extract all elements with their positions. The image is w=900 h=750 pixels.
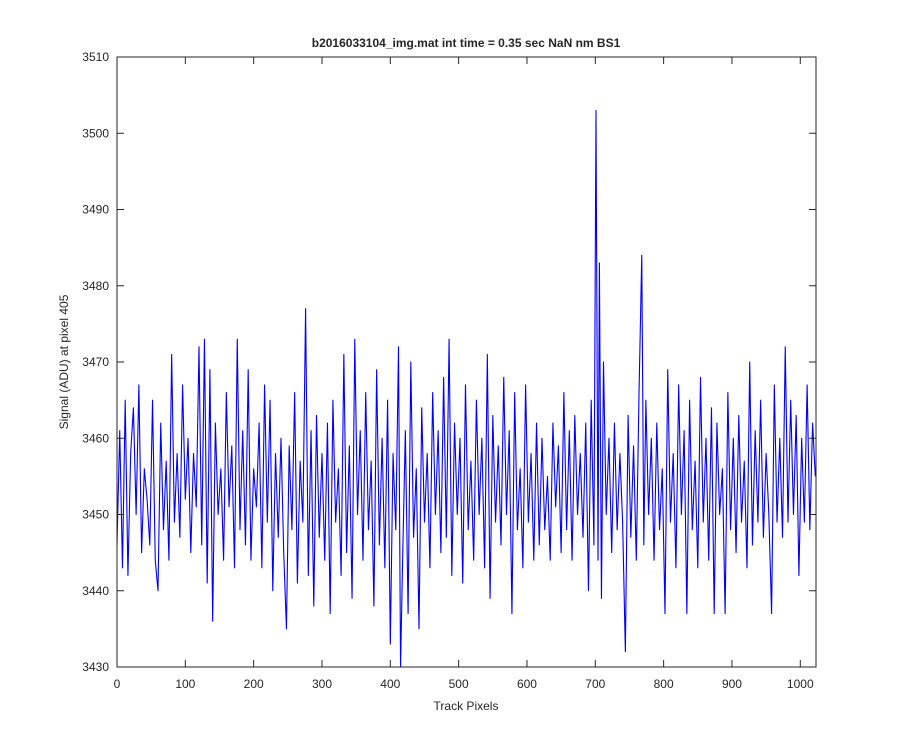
y-tick-label: 3450 [82,508,109,522]
x-tick-label: 800 [654,677,674,691]
y-tick-label: 3500 [82,126,109,140]
data-line [116,109,816,668]
y-tick-label: 3490 [82,203,109,217]
x-tick-label: 300 [312,677,332,691]
chart-title: b2016033104_img.mat int time = 0.35 sec … [312,36,621,50]
x-tick-label: 900 [722,677,742,691]
x-tick-label: 100 [175,677,195,691]
y-tick-label: 3460 [82,431,109,445]
x-axis-label: Track Pixels [434,699,499,713]
y-tick-label: 3510 [82,50,109,64]
x-tick-label: 400 [380,677,400,691]
x-tick-label: 200 [244,677,264,691]
y-axis-label: Signal (ADU) at pixel 405 [57,294,71,429]
x-tick-label: 600 [517,677,537,691]
x-tick-label: 500 [449,677,469,691]
x-tick-label: 1000 [787,677,814,691]
x-tick-label: 0 [114,677,121,691]
y-tick-label: 3430 [82,660,109,674]
x-tick-label: 700 [585,677,605,691]
y-tick-label: 3440 [82,584,109,598]
plot-area [116,109,816,668]
y-tick-label: 3480 [82,279,109,293]
y-tick-label: 3470 [82,355,109,369]
